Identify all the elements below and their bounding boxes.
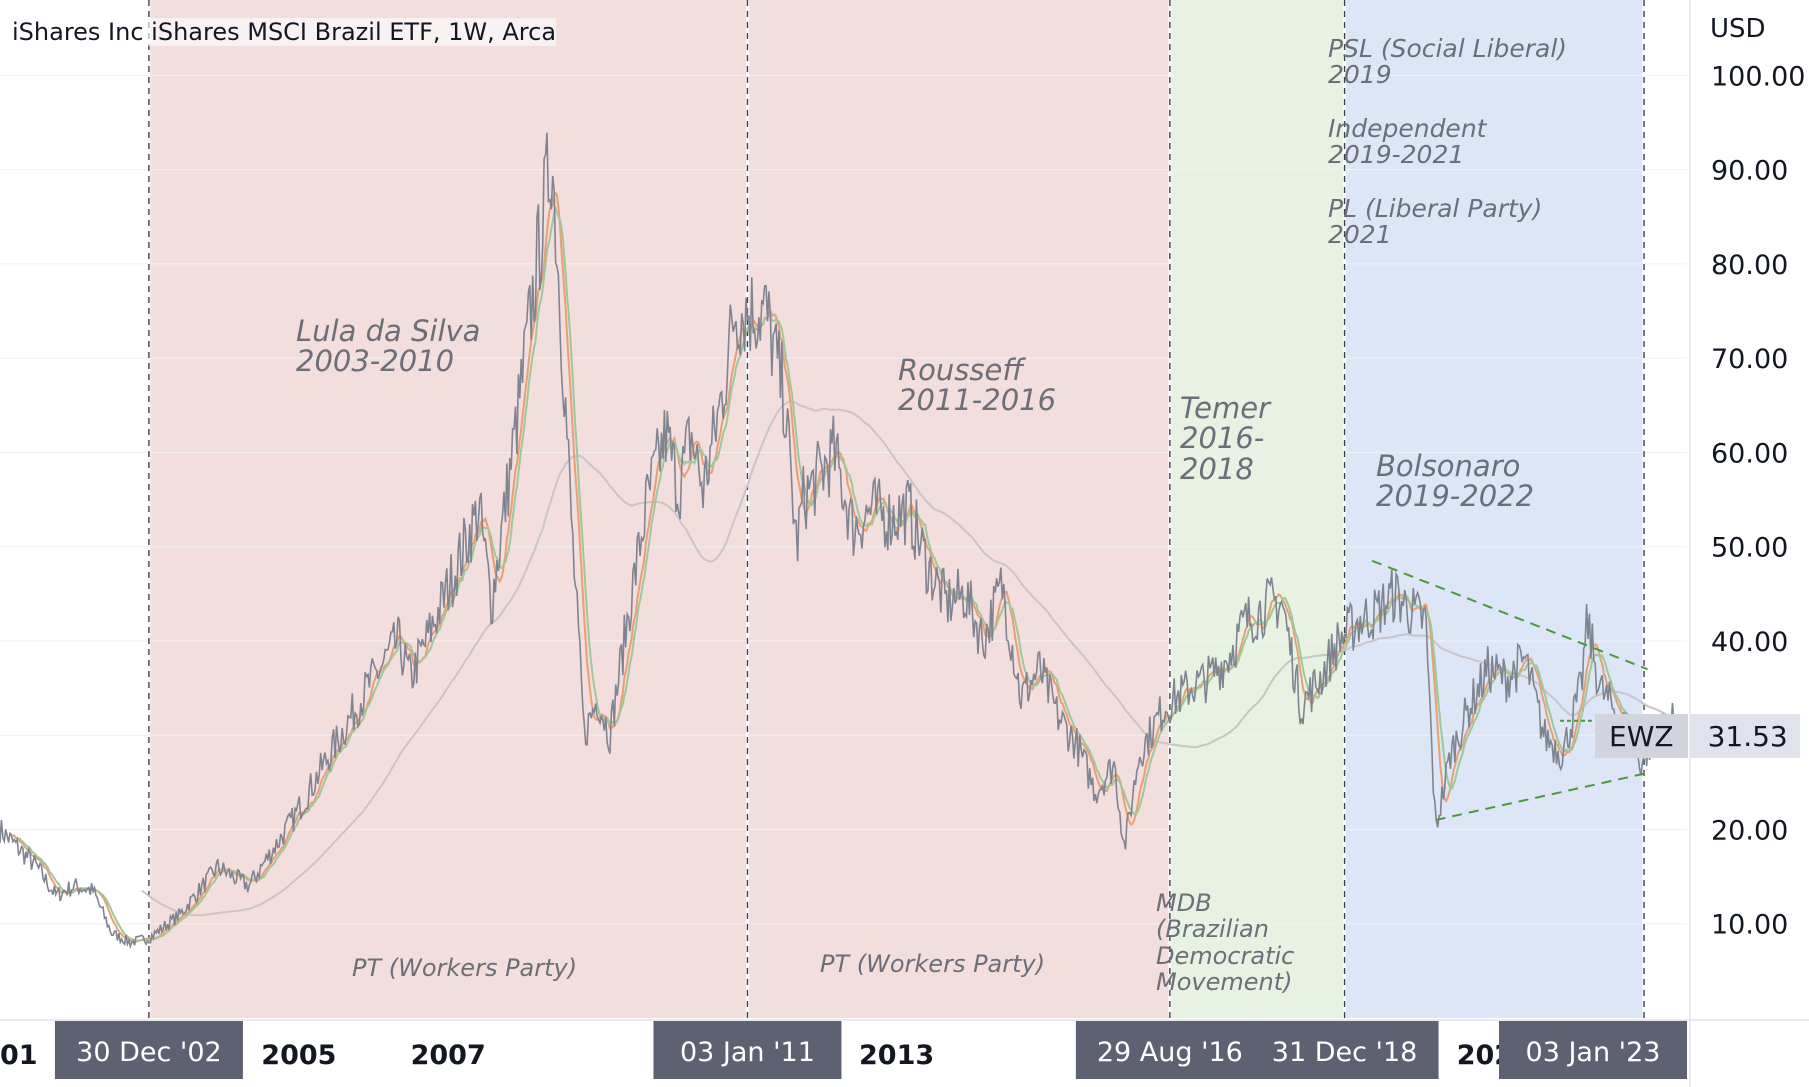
presidency-band-2: [1171, 0, 1344, 1018]
date-tag-bg: [54, 1021, 243, 1079]
annotation-line: 2019-2022: [1376, 479, 1535, 514]
price-tick-label: 40.00: [1711, 627, 1788, 658]
chart-title: iShares Inc iShares MSCI Brazil ETF, 1W,…: [12, 18, 557, 46]
annotation-line: 2018: [1180, 451, 1254, 486]
date-tag-bg: [1075, 1021, 1264, 1079]
annotation-independent: Independent 2019-2021: [1328, 114, 1487, 170]
annotation-line: 2019: [1328, 60, 1392, 90]
annotation-line: PL (Liberal Party): [1328, 194, 1543, 223]
annotation-temer: Temer 2016- 2018: [1180, 391, 1270, 486]
annotation-line: 2016-: [1180, 421, 1265, 456]
ma-slow-line: [141, 400, 1676, 917]
price-tick-label: 90.00: [1711, 156, 1788, 187]
price-tick-label: 50.00: [1711, 533, 1788, 564]
price-tick-label: 80.00: [1711, 250, 1788, 281]
date-tag-bg: [1499, 1021, 1687, 1079]
date-tag-label: 31 Dec '18: [1272, 1037, 1418, 1068]
date-tag-label: 29 Aug '16: [1097, 1037, 1243, 1068]
time-tick-label: 2013: [859, 1040, 934, 1071]
date-tag-label: 03 Jan '23: [1526, 1037, 1661, 1068]
presidency-band-1: [748, 0, 1169, 1018]
annotation-line: Independent: [1328, 114, 1487, 143]
symbol-price-tag[interactable]: EWZ 31.53: [1595, 714, 1800, 758]
time-tick-label: 2005: [261, 1040, 336, 1071]
annotation-pt-1: PT (Workers Party): [352, 954, 578, 982]
trendline-1: [1435, 771, 1648, 822]
trendline-0: [1371, 559, 1648, 671]
last-price-label: 31.53: [1689, 714, 1800, 758]
date-marker-lines: [148, 0, 1645, 1018]
price-tick-label: 70.00: [1711, 344, 1788, 375]
annotation-line: PT (Workers Party): [352, 954, 578, 982]
annotation-lula: Lula da Silva 2003-2010: [296, 316, 480, 377]
annotation-line: Movement): [1156, 968, 1293, 997]
time-tick-label: 2007: [411, 1040, 486, 1071]
annotation-line: 2003-2010: [296, 344, 455, 379]
annotation-mdb: MDB (Brazilian Democratic Movement): [1156, 890, 1294, 996]
annotation-line: Democratic: [1156, 941, 1295, 970]
annotation-line: Lula da Silva: [296, 314, 481, 348]
annotation-line: Temer: [1180, 391, 1270, 425]
annotation-line: 2021: [1328, 220, 1392, 250]
annotation-line: 2011-2016: [898, 383, 1057, 418]
annotation-pl: PL (Liberal Party) 2021: [1328, 194, 1543, 250]
annotation-pt-2: PT (Workers Party): [820, 950, 1046, 978]
price-tick-label: 100.00: [1711, 61, 1805, 92]
date-tag-bg: [653, 1021, 842, 1079]
annotation-line: Bolsonaro: [1376, 449, 1521, 483]
annotation-rousseff: Rousseff 2011-2016: [898, 355, 1056, 416]
price-unit-label: USD: [1710, 14, 1766, 44]
price-line: [0, 132, 1676, 949]
series-lines: [0, 132, 1676, 949]
price-tick-label: 60.00: [1711, 438, 1788, 469]
grid: [0, 74, 1687, 925]
price-tick-label: 20.00: [1711, 815, 1788, 846]
presidency-band-0: [150, 0, 747, 1018]
annotation-line: PT (Workers Party): [820, 950, 1046, 978]
annotation-line: MDB: [1156, 889, 1212, 917]
ticker-label: EWZ: [1595, 714, 1688, 758]
time-tick-label: 2001: [0, 1040, 38, 1071]
date-tags: 30 Dec '02 03 Jan '11 29 Aug '16 31 Dec '18…: [54, 1021, 1687, 1079]
date-tag-bg: [1250, 1021, 1439, 1079]
date-tag-label: 03 Jan '11: [680, 1037, 815, 1068]
annotation-line: PSL (Social Liberal): [1328, 34, 1568, 63]
annotation-psl: PSL (Social Liberal) 2019: [1328, 34, 1568, 90]
annotation-line: (Brazilian: [1156, 915, 1269, 944]
annotation-line: 2019-2021: [1328, 140, 1465, 170]
price-scale[interactable]: 10.0020.0030.0040.0050.0060.0070.0080.00…: [1711, 61, 1805, 940]
annotation-bolsonaro: Bolsonaro 2019-2022: [1376, 451, 1534, 512]
price-tick-label: 10.00: [1711, 910, 1788, 941]
date-tag-label: 30 Dec '02: [76, 1037, 222, 1068]
annotation-line: Rousseff: [898, 353, 1024, 387]
